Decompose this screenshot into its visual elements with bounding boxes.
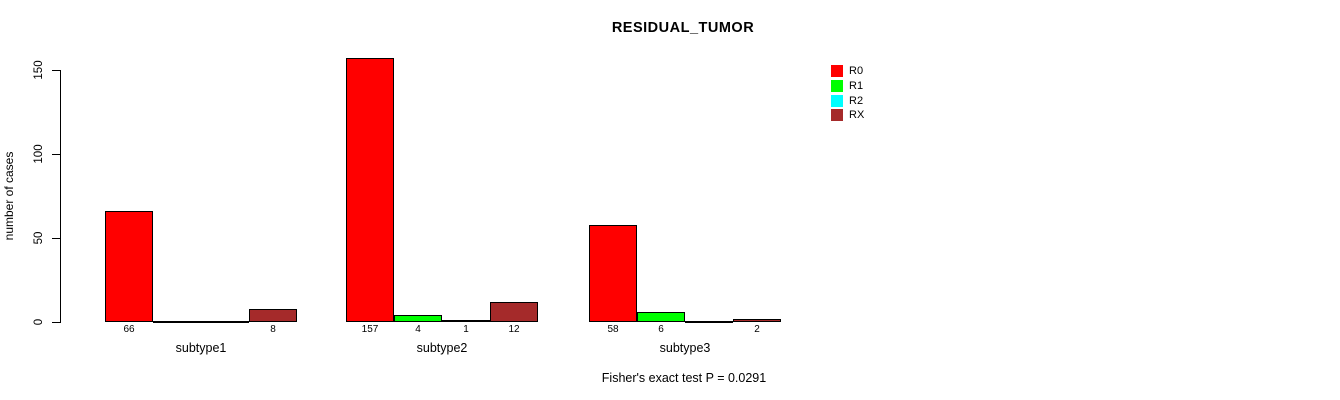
legend-swatch-r2 xyxy=(831,94,843,107)
bar-r1-subtype2 xyxy=(394,315,442,322)
y-axis-tick-label: 100 xyxy=(33,144,45,164)
bar-value-label: 4 xyxy=(415,324,421,335)
bar-rx-subtype1 xyxy=(249,309,297,322)
bar-r2-subtype1-zero xyxy=(201,321,249,323)
y-axis-line xyxy=(60,70,61,323)
legend-item-r1: R1 xyxy=(831,79,864,94)
bar-r0-subtype3 xyxy=(589,225,637,322)
y-axis-tick xyxy=(52,322,60,323)
bar-value-label: 66 xyxy=(123,324,135,335)
bar-r1-subtype1-zero xyxy=(153,321,201,323)
bar-value-label: 58 xyxy=(607,324,619,335)
bar-rx-subtype3 xyxy=(733,319,781,322)
bar-rx-subtype2 xyxy=(490,302,538,322)
y-axis-tick xyxy=(52,70,60,71)
y-axis-tick-label: 0 xyxy=(33,318,45,326)
bar-value-label: 6 xyxy=(658,324,664,335)
category-label-subtype2: subtype2 xyxy=(416,341,468,355)
bar-r1-subtype3 xyxy=(637,312,685,322)
legend-swatch-r0 xyxy=(831,65,843,78)
y-axis-tick-label: 150 xyxy=(33,60,45,80)
legend-label: R2 xyxy=(849,94,864,107)
legend-item-rx: RX xyxy=(831,108,864,123)
bar-r2-subtype3-zero xyxy=(685,321,733,323)
legend-swatch-rx xyxy=(831,109,843,122)
chart-title: RESIDUAL_TUMOR xyxy=(611,20,755,36)
y-axis-tick-label: 50 xyxy=(33,231,45,245)
legend-label: R0 xyxy=(849,65,864,78)
y-axis-tick xyxy=(52,154,60,155)
bar-value-label: 12 xyxy=(508,324,520,335)
legend-item-r0: R0 xyxy=(831,64,864,79)
bar-value-label: 157 xyxy=(361,324,379,335)
legend-swatch-r1 xyxy=(831,80,843,93)
bar-value-label: 1 xyxy=(463,324,469,335)
legend-item-r2: R2 xyxy=(831,93,864,108)
legend-label: RX xyxy=(849,109,865,122)
category-label-subtype1: subtype1 xyxy=(175,341,227,355)
bar-value-label: 8 xyxy=(270,324,276,335)
bar-r2-subtype2 xyxy=(442,320,490,322)
bar-r0-subtype1 xyxy=(105,211,153,322)
y-axis-tick xyxy=(52,238,60,239)
legend: R0 R1 R2 RX xyxy=(831,64,864,123)
y-axis-label: number of cases xyxy=(2,151,16,241)
bar-value-label: 2 xyxy=(754,324,760,335)
category-label-subtype3: subtype3 xyxy=(659,341,711,355)
footnote-text: Fisher's exact test P = 0.0291 xyxy=(601,371,767,385)
bar-r0-subtype2 xyxy=(346,58,394,322)
legend-label: R1 xyxy=(849,80,864,93)
